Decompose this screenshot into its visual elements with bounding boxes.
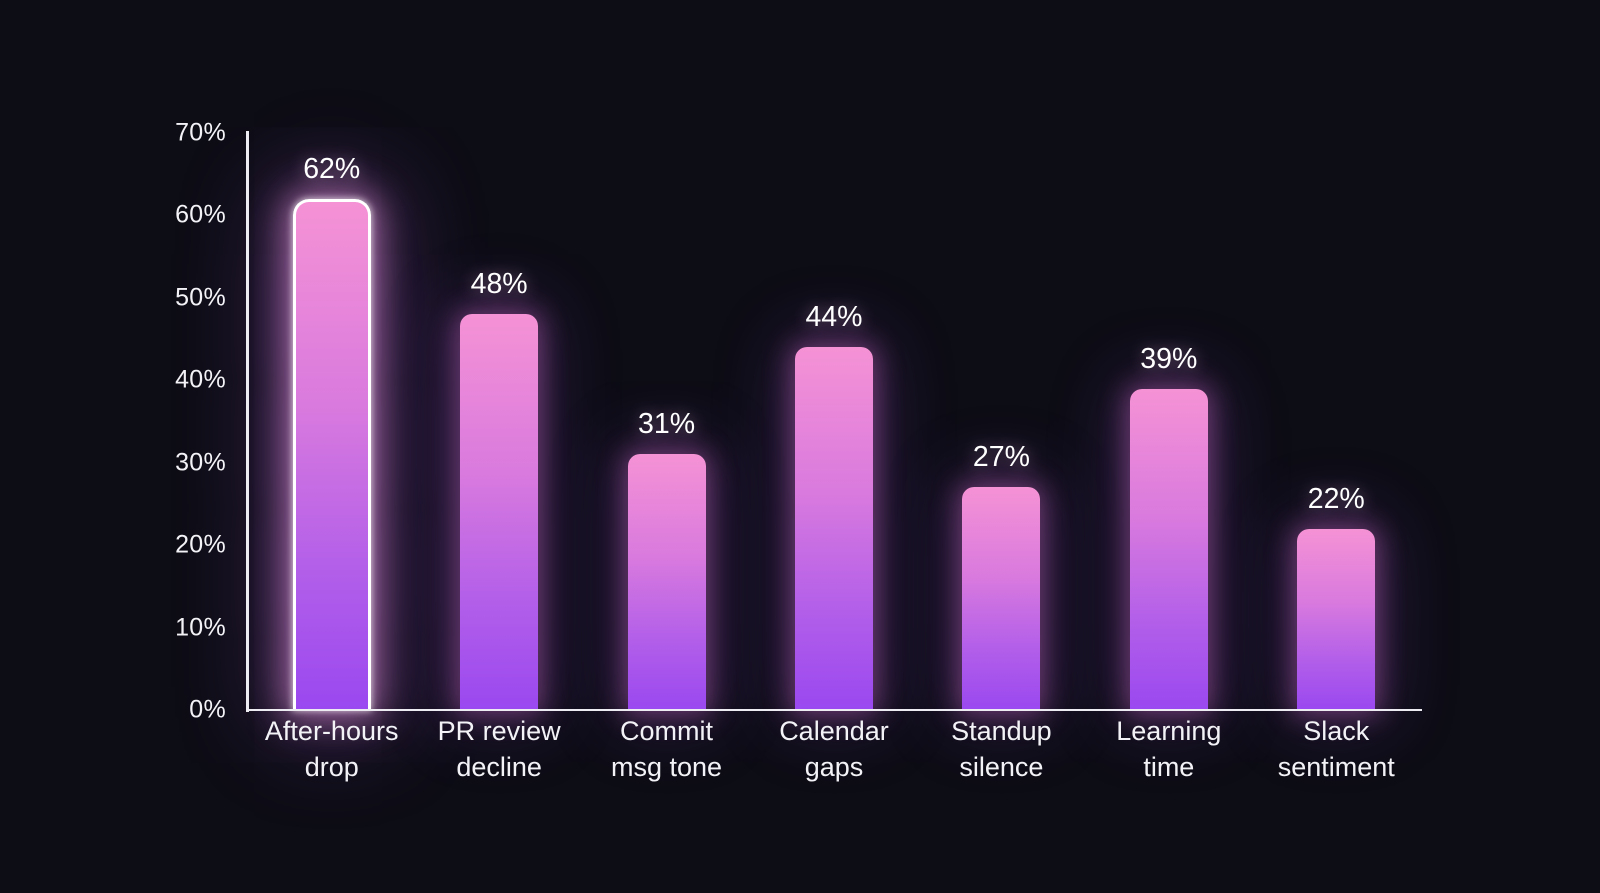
- bar: [1297, 528, 1376, 710]
- y-tick-label: 20%: [175, 530, 226, 559]
- y-tick-label: 0%: [189, 695, 226, 724]
- x-tick-label: Calendar gaps: [779, 716, 889, 782]
- y-tick-label: 10%: [175, 613, 226, 642]
- bar: [627, 454, 706, 710]
- bar-slot: 44%: [750, 133, 917, 710]
- x-tick-label: Commit msg tone: [611, 716, 723, 782]
- bar-value-label: 39%: [1140, 342, 1198, 375]
- x-axis-line: [246, 708, 1422, 711]
- bar-value-label: 62%: [303, 152, 361, 185]
- x-tick-label: Slack sentiment: [1277, 716, 1395, 782]
- y-tick-label: 30%: [175, 448, 226, 477]
- y-tick-label: 60%: [175, 200, 226, 229]
- x-axis-labels: After-hours drop PR review decline Commit …: [248, 714, 1420, 786]
- bar-slot: 22%: [1253, 133, 1420, 710]
- x-tick-label: PR review decline: [437, 716, 561, 782]
- bar-slot: 48%: [415, 133, 582, 710]
- y-tick-label: 50%: [175, 283, 226, 312]
- bar: [460, 314, 539, 710]
- y-tick-label: 40%: [175, 365, 226, 394]
- bar-slot: 31%: [583, 133, 750, 710]
- bar-value-label: 44%: [805, 301, 863, 334]
- x-tick-label: After-hours drop: [264, 716, 399, 782]
- y-axis-labels: 70% 60% 50% 40% 30% 20% 10% 0%: [60, 119, 226, 724]
- bar-slot: 62%: [248, 133, 415, 710]
- y-tick-label: 70%: [175, 118, 226, 147]
- bar: [1129, 388, 1208, 710]
- bar-value-label: 27%: [972, 441, 1030, 474]
- bar-slot: 39%: [1085, 133, 1252, 710]
- y-axis-line: [246, 131, 249, 712]
- bar-value-label: 48%: [470, 268, 528, 301]
- plot-area: 62% 48% 31% 44% 27% 39% 22%: [248, 133, 1420, 710]
- bar-highlighted: [292, 198, 371, 710]
- bar-value-label: 22%: [1307, 482, 1365, 515]
- bar-slot: 27%: [918, 133, 1085, 710]
- x-tick-label: Standup silence: [951, 716, 1052, 782]
- bar-value-label: 31%: [638, 408, 696, 441]
- bar: [962, 487, 1041, 710]
- x-tick-label: Learning time: [1116, 716, 1222, 782]
- bar: [794, 347, 873, 710]
- bars-row: 62% 48% 31% 44% 27% 39% 22%: [248, 133, 1420, 710]
